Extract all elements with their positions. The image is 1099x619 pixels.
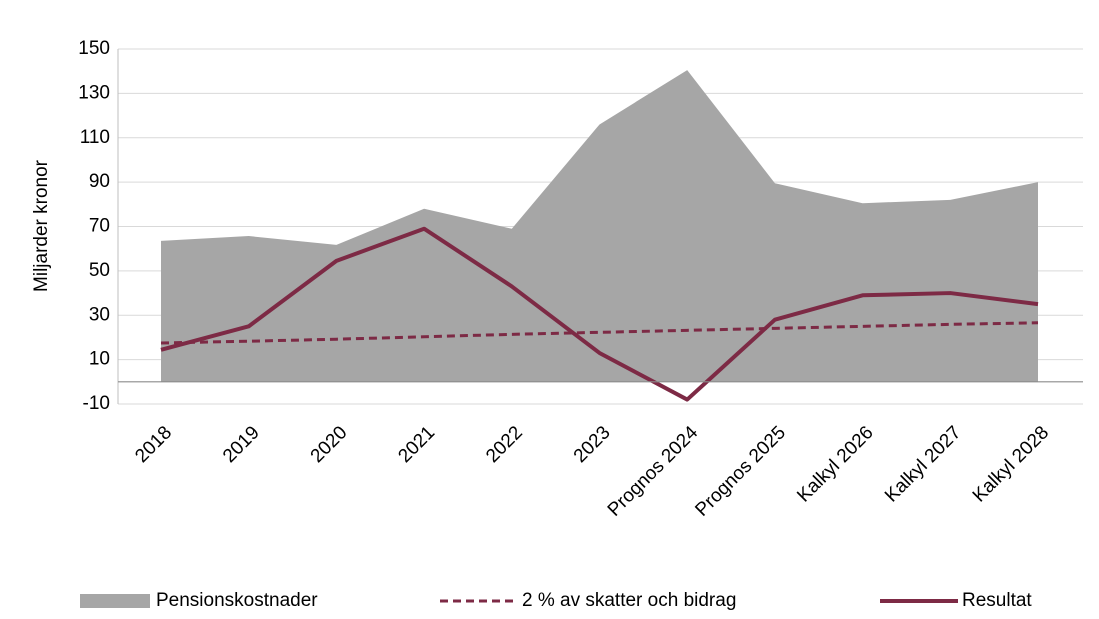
legend-swatch [80, 594, 150, 608]
y-axis-label: Miljarder kronor [31, 159, 52, 292]
y-tick-label: 110 [80, 127, 110, 148]
x-tick-label: 2020 [307, 422, 352, 467]
x-tick-label: Kalkyl 2026 [793, 422, 877, 506]
y-tick-label: 90 [89, 171, 110, 192]
y-tick-label: 30 [89, 304, 110, 325]
y-tick-label: 70 [89, 216, 110, 237]
area [161, 70, 1038, 382]
y-tick-label: -10 [83, 393, 110, 414]
x-tick-label: 2023 [570, 422, 615, 467]
line [160, 226, 1039, 402]
dashed-line [160, 321, 1039, 345]
y-tick-label: 130 [78, 82, 110, 103]
x-tick-label: 2019 [219, 422, 264, 467]
x-tick-label: 2021 [394, 422, 439, 467]
x-tick-label: Kalkyl 2028 [969, 422, 1053, 506]
legend-label: 2 % av skatter och bidrag [522, 590, 736, 611]
x-tick-label: 2022 [482, 422, 527, 467]
x-tick-label: 2018 [131, 422, 176, 467]
y-tick-label: 150 [78, 38, 110, 59]
y-tick-label: 50 [89, 260, 110, 281]
x-tick-label: Prognos 2025 [691, 422, 790, 521]
legend-label: Resultat [962, 590, 1032, 611]
y-tick-label: 10 [89, 349, 110, 370]
legend-label: Pensionskostnader [156, 590, 318, 611]
x-tick-label: Prognos 2024 [604, 422, 703, 521]
x-tick-label: Kalkyl 2027 [881, 422, 965, 506]
